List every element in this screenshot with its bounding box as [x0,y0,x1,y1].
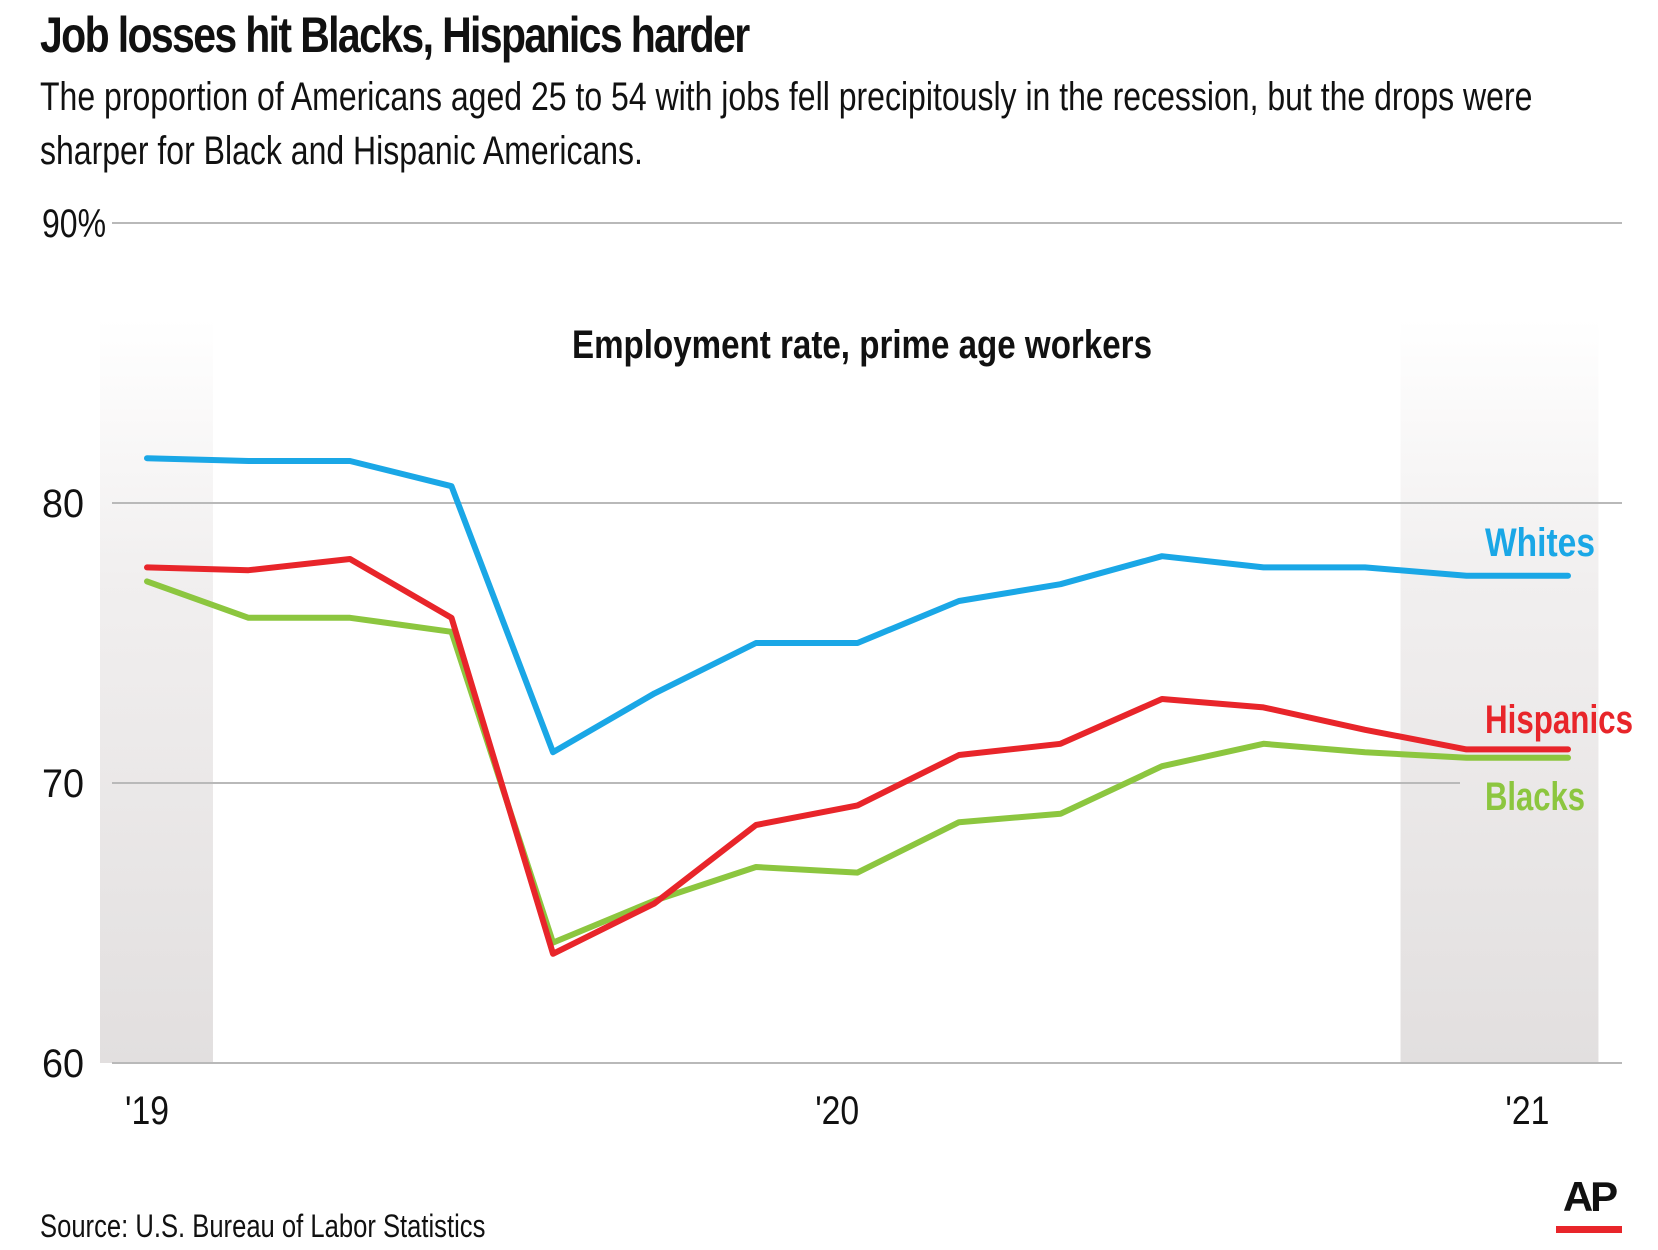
gridlines [112,222,1622,1064]
series-label-hispanics: Hispanics [1485,698,1633,742]
x-tick-label-2: '20 [815,1089,859,1133]
plot-title: Employment rate, prime age workers [572,323,1152,367]
series-lines [144,455,1571,957]
series-labels: Whites Hispanics Blacks [1485,521,1633,819]
y-axis-tick-labels: 90% 80 70 60 [42,202,106,1086]
series-line-whites [144,455,1571,756]
ap-logo-bar [1556,1226,1622,1233]
y-tick-label-80: 80 [42,482,84,526]
series-label-blacks: Blacks [1485,775,1585,819]
subtitle-line-1: The proportion of Americans aged 25 to 5… [40,75,1533,119]
ap-logo-text: AP [1562,1173,1618,1220]
x-axis-tick-labels: '19 '20 '21 [125,1089,1549,1133]
shaded-regions [100,318,1599,1063]
y-tick-label-60: 60 [42,1042,84,1086]
plot-title-group: Employment rate, prime age workers [572,323,1152,367]
series-line-hispanics [144,556,1571,957]
shaded-region-1 [100,318,213,1063]
series-line-blacks [144,578,1571,946]
source-note: Source: U.S. Bureau of Labor Statistics [40,1208,486,1244]
chart-subtitle: The proportion of Americans aged 25 to 5… [40,70,1533,178]
subtitle-line-2: sharper for Black and Hispanic Americans… [40,129,643,173]
series-label-whites: Whites [1485,521,1595,565]
y-tick-label-70: 70 [42,762,84,806]
x-tick-label-1: '19 [125,1089,169,1133]
y-tick-label-90: 90% [42,202,106,246]
shaded-region-2 [1400,318,1599,1063]
chart-title: Job losses hit Blacks, Hispanics harder [40,7,750,63]
ap-logo: AP [1556,1176,1622,1233]
x-tick-label-3: '21 [1505,1089,1549,1133]
